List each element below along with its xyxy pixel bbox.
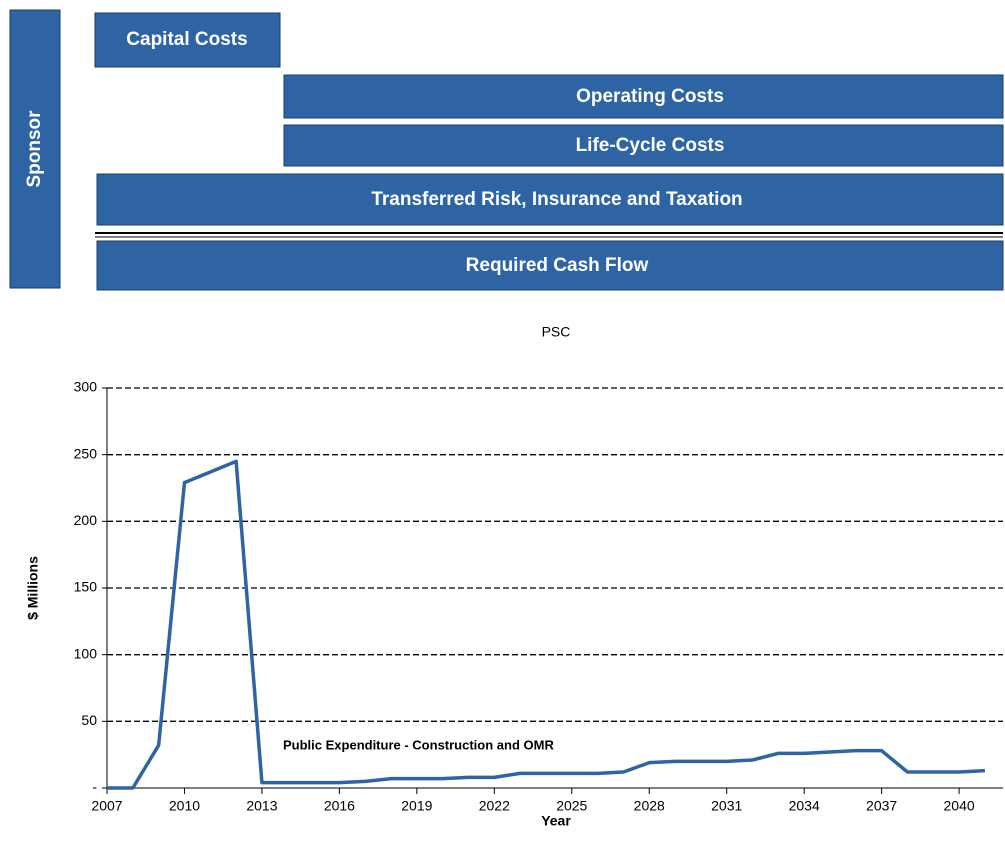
y-tick-label: 300 xyxy=(74,379,98,395)
box-label: Capital Costs xyxy=(126,29,247,50)
sponsor-box xyxy=(9,9,61,289)
x-tick-label: 2034 xyxy=(789,798,820,814)
chart-title: PSC xyxy=(542,324,571,340)
y-tick-label: 250 xyxy=(74,445,98,461)
y-tick-label: 200 xyxy=(74,512,98,528)
box xyxy=(94,12,281,68)
x-tick-label: 2031 xyxy=(711,798,742,814)
box xyxy=(96,173,1004,226)
box-label: Required Cash Flow xyxy=(466,255,649,276)
x-tick-label: 2028 xyxy=(634,798,665,814)
box-label: Life-Cycle Costs xyxy=(576,135,725,156)
x-tick-label: 2037 xyxy=(866,798,897,814)
x-tick-label: 2016 xyxy=(324,798,355,814)
box xyxy=(283,124,1004,167)
y-tick-label: 50 xyxy=(81,712,97,728)
x-tick-label: 2022 xyxy=(479,798,510,814)
x-tick-label: 2010 xyxy=(169,798,200,814)
x-tick-label: 2013 xyxy=(246,798,277,814)
x-tick-label: 2040 xyxy=(944,798,975,814)
x-tick-label: 2007 xyxy=(91,798,122,814)
box-label: Transferred Risk, Insurance and Taxation xyxy=(371,189,742,210)
box xyxy=(283,74,1004,119)
y-tick-label: - xyxy=(92,779,97,795)
box-label: Operating Costs xyxy=(576,86,724,107)
x-tick-label: 2019 xyxy=(401,798,432,814)
y-axis-label: $ Millions xyxy=(25,556,41,620)
y-tick-label: 100 xyxy=(74,645,98,661)
line-series xyxy=(107,459,986,790)
box xyxy=(96,240,1004,291)
y-tick-label: 150 xyxy=(74,579,98,595)
x-axis-label: Year xyxy=(541,813,571,829)
x-tick-label: 2025 xyxy=(556,798,587,814)
sponsor-label: Sponsor xyxy=(24,110,45,188)
annotation: Public Expenditure - Construction and OM… xyxy=(283,737,554,752)
